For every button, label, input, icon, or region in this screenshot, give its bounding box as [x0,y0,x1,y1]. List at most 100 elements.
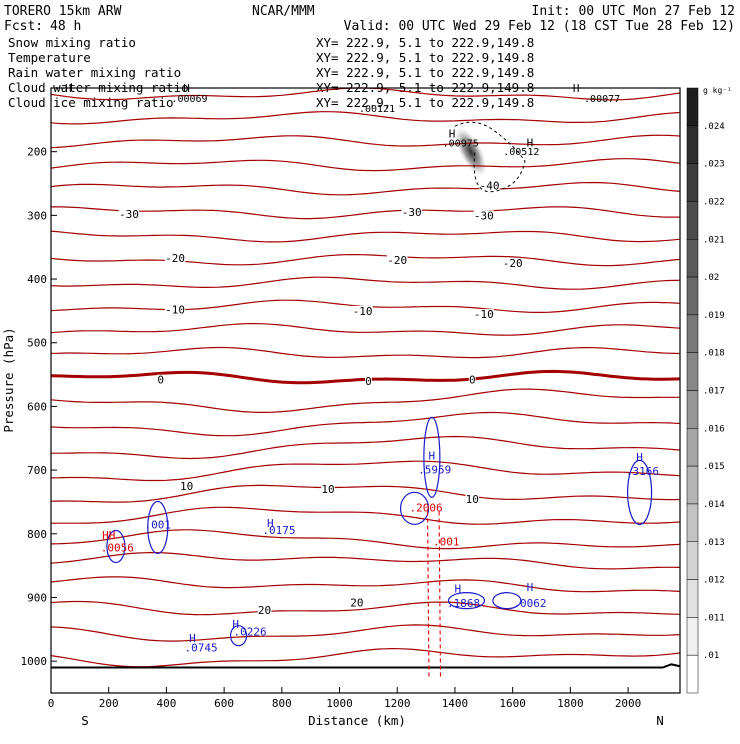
cloud-water-contour [106,529,126,564]
colorbar-tick-label: .015 [703,462,725,472]
colorbar-segment [686,276,699,316]
isotherm-label: 10 [180,480,193,493]
y-tick-label: 1000 [21,655,48,668]
colorbar-segment [686,390,699,429]
isotherm-label-bg [401,207,422,219]
colorbar-tick-label: .013 [703,538,725,548]
isotherm-line [50,181,681,196]
isotherm-line [50,206,680,220]
fcst-label: Fcst: [4,19,43,34]
cloud-ice-max-marker: H [449,128,456,141]
isotherm-line [50,600,681,616]
isotherm-label-bg [321,484,335,496]
plot-area: -30 -30 -30 -20 -20 -20 -10 -10 -10 -40 0 0 0 10 10 10 2… [21,82,681,710]
isotherm-line [50,647,681,668]
isotherm-label-bg [118,209,140,221]
cloud-water-max-value: .001 [145,519,172,532]
isotherm-line [51,506,681,525]
isotherm-label: 10 [466,493,479,506]
plot-frame [50,87,681,694]
isotherm-label-bg [465,493,480,505]
cloud-water-max-value: .1868 [447,597,480,610]
colorbar: .01 .011 .012 .013 .014 .015 .016 .017 .018 .019.… [686,87,725,694]
isotherm-label: -10 [474,308,494,321]
colorbar-tick-label: .014 [703,500,725,510]
colorbar-segment [686,352,699,391]
isotherm-label: -20 [503,257,523,270]
isotherm-line [50,346,681,359]
cloud-water-contour [627,459,653,525]
isotherm-label: -20 [387,254,407,267]
isotherm-label-bg [164,304,186,316]
cloud-water-contour [447,592,486,610]
fcst-value: 48 h [50,19,81,34]
cloud-water-max-value: .0062 [513,597,546,610]
isotherm-line [50,484,681,503]
isotherm-line [50,322,681,336]
isotherm-line [50,576,681,593]
colorbar-tick-label: .012 [703,576,725,586]
isotherm-line [50,411,681,437]
isotherm-label-bg [257,605,272,617]
left-endpoint-label: S [81,713,89,728]
y-tick-label: 400 [27,273,47,286]
isotherm-line [50,552,681,570]
cloud-water-max-marker: H [267,517,274,530]
isotherm-label: 0 [157,374,164,387]
colorbar-segment [686,163,699,202]
colorbar-tick-label: .011 [703,613,725,623]
rain-max-value: .2006 [410,502,443,515]
model-title: TORERO 15km ARW [4,4,122,19]
colorbar-tick-label: .024 [703,122,725,132]
isotherm-label: 0 [365,375,372,388]
colorbar-segment [686,541,699,580]
x-tick-label: 2000 [615,697,642,710]
x-tick-label: 1600 [499,697,526,710]
legend-name-temperature: Temperature [8,50,91,65]
cloud-water-max-value: .0745 [184,642,217,655]
x-tick-label: 200 [99,697,119,710]
colorbar-tick-label: .019 [703,311,725,321]
isotherm-label-bg [157,374,165,386]
y-tick-label: 700 [27,464,47,477]
cloud-ice-max-value: .00069 [171,94,207,105]
isotherm-label-bg [350,597,364,609]
cloud-water-max-marker: H [189,632,196,645]
init-time: Init: 00 UTC Mon 27 Feb 12 [532,4,736,19]
colorbar-segment [686,503,699,542]
legend-name-snow: Snow mixing ratio [8,35,136,50]
snow-shading [454,127,487,177]
y-tick-label: 500 [27,337,47,350]
isotherm-label-bg [473,210,494,222]
x-axis-label: Distance (km) [308,713,406,728]
cloud-ice-max-value: .00512 [503,147,539,158]
cloud-water-max-value: .0226 [234,626,267,639]
cloud-water-max-marker: H [429,449,436,462]
cloud-ice-max-value: .00975 [443,139,479,150]
colorbar-tick-label: .022 [703,197,725,207]
isotherm-label: -40 [480,179,500,192]
y-tick-label: 300 [27,209,47,222]
cloud-ice-max-value: .00121 [359,104,395,115]
cloud-water-contour [423,416,441,498]
isotherm-label-bg [387,254,408,266]
colorbar-tick-label: .018 [703,349,725,359]
isotherm-label-bg [468,374,476,386]
isotherm-line [50,624,681,642]
cloud-water-max-value: .5959 [418,463,451,476]
isotherm-line [50,158,681,172]
valid-time: Valid: 00 UTC Wed 29 Feb 12 (18 CST Tue … [344,19,735,34]
colorbar-segment [686,125,699,164]
x-tick-label: 0 [48,697,55,710]
isotherm-label: -20 [165,252,185,265]
isotherm-line [50,254,681,267]
isotherm-label: -10 [165,304,185,317]
org-label: NCAR/MMM [252,4,315,19]
isotherm-line [50,529,681,550]
cloud-ice-contour [454,121,526,193]
legend-name-rain: Rain water mixing ratio [8,65,181,80]
colorbar-tick-label: .02 [703,273,719,283]
colorbar-segment [686,201,699,240]
cloud-water-max-marker: H [232,618,239,631]
isotherm-label-bg [479,180,500,192]
